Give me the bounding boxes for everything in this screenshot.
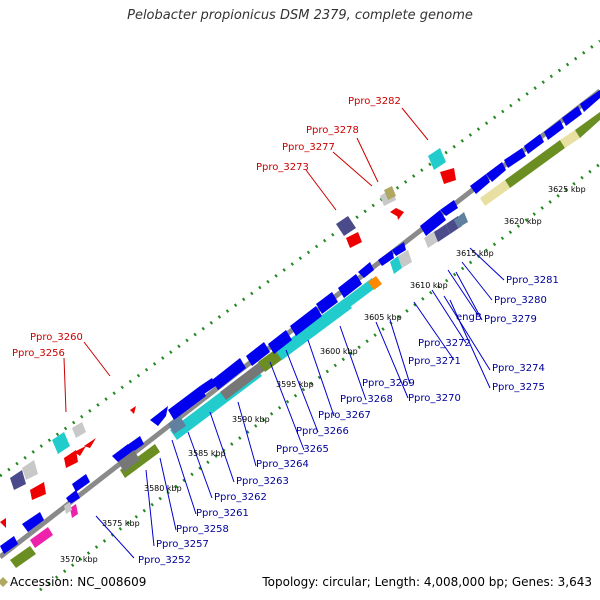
label-ppro-3275: Ppro_3275 — [492, 382, 545, 393]
label-engb: engB — [456, 312, 482, 323]
tick-3580: 3580 kbp — [144, 484, 182, 493]
label-ppro-3274: Ppro_3274 — [492, 363, 545, 374]
tick-3585: 3585 kbp — [188, 449, 226, 458]
label-ppro-3268: Ppro_3268 — [340, 394, 393, 405]
tick-3595: 3595 kbp — [276, 380, 314, 389]
tick-3625: 3625 kbp — [548, 185, 586, 194]
label-ppro-3278: Ppro_3278 — [306, 125, 359, 136]
label-ppro-3256: Ppro_3256 — [12, 348, 65, 359]
topology-summary: Topology: circular; Length: 4,008,000 bp… — [262, 575, 592, 589]
label-ppro-3279: Ppro_3279 — [484, 314, 537, 325]
label-ppro-3264: Ppro_3264 — [256, 459, 309, 470]
inner-dot-track — [39, 162, 600, 592]
label-ppro-3260: Ppro_3260 — [30, 332, 83, 343]
map-title: Pelobacter propionicus DSM 2379, complet… — [127, 8, 473, 23]
label-ppro-3266: Ppro_3266 — [296, 426, 349, 437]
label-ppro-3271: Ppro_3271 — [408, 356, 461, 367]
label-ppro-3261: Ppro_3261 — [196, 508, 249, 519]
tick-3605: 3605 kbp — [364, 313, 402, 322]
reverse-cds-track — [0, 168, 456, 528]
label-ppro-3272: Ppro_3272 — [418, 338, 471, 349]
label-ppro-3262: Ppro_3262 — [214, 492, 267, 503]
label-ppro-3258: Ppro_3258 — [176, 524, 229, 535]
tick-3615: 3615 kbp — [456, 249, 494, 258]
label-ppro-3269: Ppro_3269 — [362, 378, 415, 389]
label-ppro-3277: Ppro_3277 — [282, 142, 335, 153]
label-ppro-3280: Ppro_3280 — [494, 295, 547, 306]
label-leader-lines — [63, 107, 505, 559]
label-ppro-3252: Ppro_3252 — [138, 555, 191, 566]
label-ppro-3265: Ppro_3265 — [276, 444, 329, 455]
label-ppro-3257: Ppro_3257 — [156, 539, 209, 550]
tick-3610: 3610 kbp — [410, 281, 448, 290]
tick-3600: 3600 kbp — [320, 347, 358, 356]
tick-3590: 3590 kbp — [232, 415, 270, 424]
label-ppro-3263: Ppro_3263 — [236, 476, 289, 487]
tick-3620: 3620 kbp — [504, 217, 542, 226]
accession-marker-icon — [0, 577, 8, 587]
accession-text: Accession: NC_008609 — [10, 575, 147, 589]
label-ppro-3281: Ppro_3281 — [506, 275, 559, 286]
label-ppro-3282: Ppro_3282 — [348, 96, 401, 107]
label-ppro-3267: Ppro_3267 — [318, 410, 371, 421]
gc-band — [10, 112, 600, 568]
tick-3570: 3570 kbp — [60, 555, 98, 564]
forward-cds-track — [0, 90, 600, 554]
label-ppro-3273: Ppro_3273 — [256, 162, 309, 173]
feature-blocks — [10, 148, 468, 518]
tick-3575: 3575 kbp — [102, 519, 140, 528]
label-ppro-3270: Ppro_3270 — [408, 393, 461, 404]
outer-dot-track — [0, 39, 600, 478]
